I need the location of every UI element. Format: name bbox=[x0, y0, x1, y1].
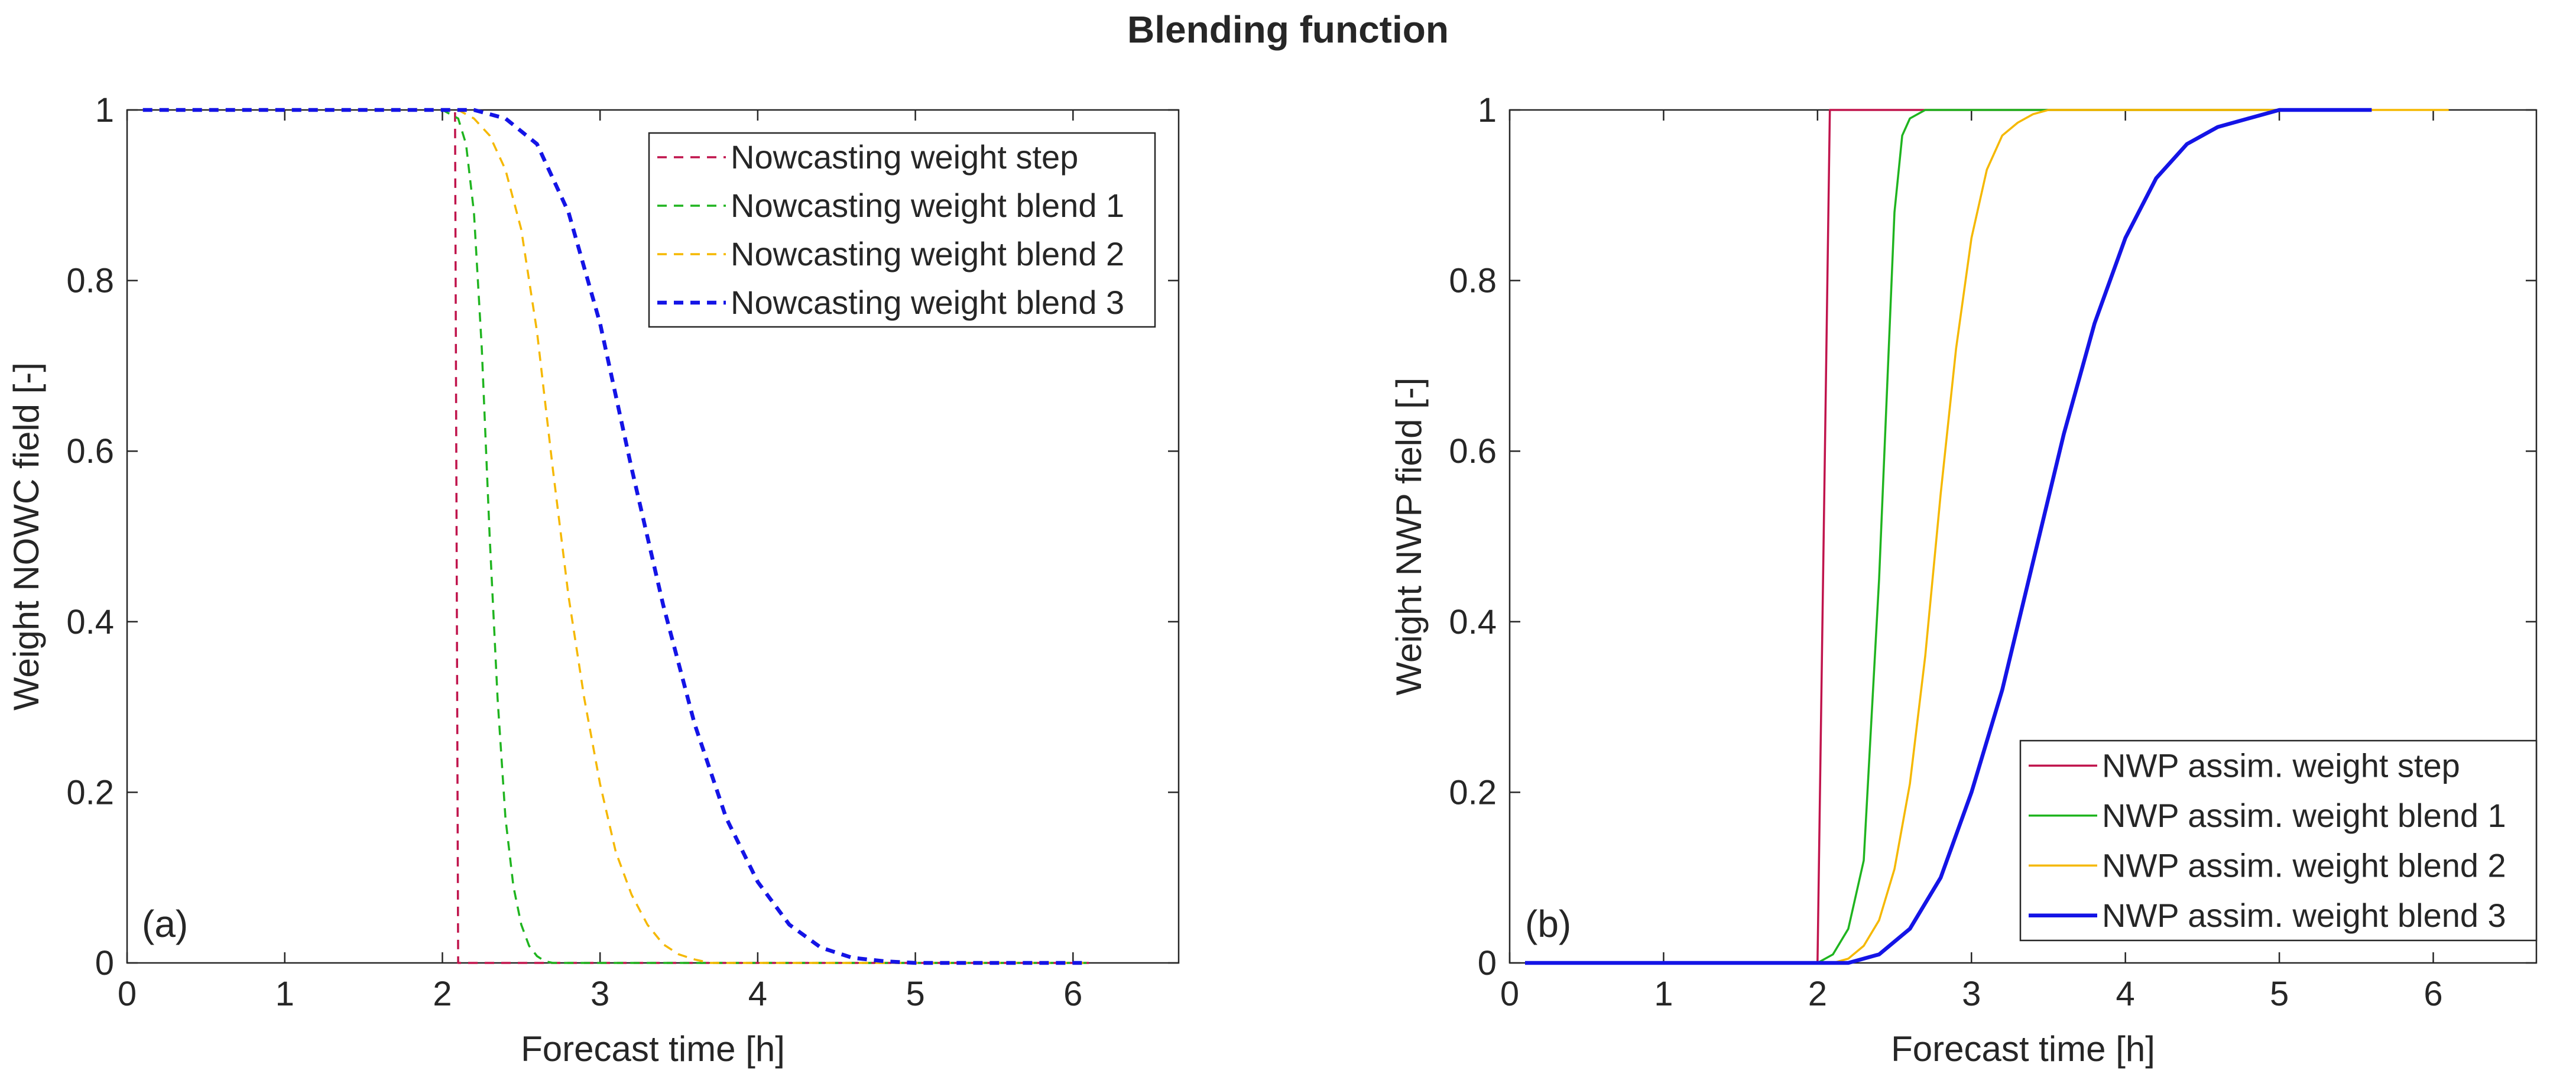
x-tick-label: 4 bbox=[748, 975, 767, 1013]
y-tick-label: 0.6 bbox=[1449, 432, 1497, 471]
y-tick-label: 0.2 bbox=[1449, 773, 1497, 812]
x-tick-label: 6 bbox=[1063, 975, 1082, 1013]
legend-label-1: Nowcasting weight step bbox=[731, 138, 1078, 176]
x-tick-label: 2 bbox=[433, 975, 452, 1013]
x-tick-label: 5 bbox=[906, 975, 924, 1013]
y-tick-label: 0.4 bbox=[66, 603, 114, 641]
panel-b-chart: 0 1 2 3 4 5 6 0 0.2 0.4 0.6 0.8 1 Forecast time [h] We… bbox=[1389, 91, 2538, 1069]
series-line-3 bbox=[1525, 109, 2449, 964]
x-tick-label: 5 bbox=[2270, 975, 2289, 1013]
y-tick-label: 0 bbox=[1478, 944, 1497, 982]
x-tick-label: 6 bbox=[2423, 975, 2442, 1013]
legend-label-3: Nowcasting weight blend 2 bbox=[731, 235, 1124, 272]
panel-label: (a) bbox=[142, 903, 188, 945]
y-tick-label: 1 bbox=[1478, 91, 1497, 129]
legend-label-2: Nowcasting weight blend 1 bbox=[731, 187, 1124, 224]
x-axis-label: Forecast time [h] bbox=[521, 1029, 785, 1069]
x-tick-label: 1 bbox=[275, 975, 294, 1013]
panel-label: (b) bbox=[1525, 903, 1571, 945]
y-tick-label: 0.4 bbox=[1449, 603, 1497, 641]
series-line-4 bbox=[1525, 108, 2372, 965]
legend-label-1: NWP assim. weight step bbox=[2102, 747, 2460, 784]
x-axis-label: Forecast time [h] bbox=[1891, 1029, 2155, 1069]
legend-label-3: NWP assim. weight blend 2 bbox=[2102, 846, 2506, 884]
x-tick-label: 0 bbox=[118, 975, 137, 1013]
legend-box bbox=[648, 132, 1156, 328]
figure-title: Blending function bbox=[1127, 8, 1449, 51]
panel-a-chart: 0 1 2 3 4 5 6 0 0.2 0.4 0.6 0.8 1 Forecast time [h] We… bbox=[7, 91, 1180, 1069]
x-tick-label: 3 bbox=[1962, 975, 1981, 1013]
y-tick-label: 0.6 bbox=[66, 432, 114, 471]
legend: NWP assim. weight step NWP assim. weight … bbox=[2019, 739, 2538, 942]
y-tick-label: 0 bbox=[95, 944, 114, 982]
x-tick-label: 3 bbox=[591, 975, 609, 1013]
y-axis-label: Weight NWP field [-] bbox=[1389, 378, 1429, 696]
legend-label-4: NWP assim. weight blend 3 bbox=[2102, 897, 2506, 934]
series-line-2 bbox=[142, 109, 1089, 964]
y-tick-label: 1 bbox=[95, 91, 114, 129]
y-tick-label: 0.8 bbox=[66, 262, 114, 300]
x-tick-label: 2 bbox=[1808, 975, 1827, 1013]
series-line-2 bbox=[1525, 109, 2372, 964]
series-line-3 bbox=[142, 109, 1089, 964]
y-axis-label: Weight NOWC field [-] bbox=[7, 362, 46, 711]
legend-label-4: Nowcasting weight blend 3 bbox=[731, 284, 1124, 321]
x-tick-label: 1 bbox=[1654, 975, 1673, 1013]
y-tick-label: 0.8 bbox=[1449, 262, 1497, 300]
legend-box bbox=[2019, 739, 2538, 942]
legend: Nowcasting weight step Nowcasting weight … bbox=[648, 132, 1156, 328]
series-line-4 bbox=[142, 108, 1089, 965]
y-tick-label: 0.2 bbox=[66, 773, 114, 812]
x-tick-label: 0 bbox=[1500, 975, 1519, 1013]
x-tick-label: 4 bbox=[2116, 975, 2135, 1013]
legend-label-2: NWP assim. weight blend 1 bbox=[2102, 797, 2506, 834]
